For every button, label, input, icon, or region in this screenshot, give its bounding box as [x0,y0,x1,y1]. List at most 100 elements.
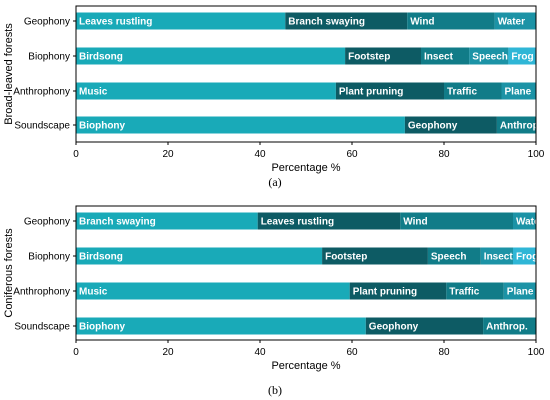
bar-segment [76,317,366,335]
bar-segment [404,116,497,134]
x-tick-label: 20 [162,347,174,358]
bar-segment [469,47,509,65]
x-tick-label: 80 [438,347,450,358]
segment-label: Traffic [447,87,477,98]
bar-segment [444,82,502,100]
x-tick-label: 100 [528,149,545,160]
bar-segment [513,212,536,230]
y-tick-label: Anthrophony [13,87,70,98]
segment-label: Geophony [408,121,458,132]
plot-frame [75,205,537,341]
bar-segment [365,317,484,335]
segment-label: Leaves rustling [79,17,152,28]
bar-segment [76,212,258,230]
bar-row: Music Plant pruning Traffic Plane [76,282,536,300]
segment-label: Geophony [369,322,419,333]
y-axis-label: Coniferous forests [3,228,15,318]
bar-segment [400,212,513,230]
bar-segment [76,47,346,65]
x-tick-label: 100 [528,347,545,358]
bar-segment [76,116,405,134]
y-tick-label: Biophony [28,252,70,263]
segment-label: Speech [472,52,508,63]
bar-segment [501,82,536,100]
segment-label: Traffic [449,287,479,298]
panel-caption: (b) [268,383,282,397]
segment-label: Leaves rustling [261,217,334,228]
bar-segment [76,282,350,300]
x-tick-label: 40 [254,347,266,358]
segment-label: Insect [484,252,514,263]
bar-row: Biophony Geophony Anthrop. [76,116,542,134]
bar-row: Leaves rustling Branch swaying Wind Water [76,12,536,30]
segment-label: Water [498,17,526,28]
bar-segment [513,247,536,265]
segment-label: Birdsong [79,252,123,263]
segment-label: Plant pruning [339,87,403,98]
bar-segment [76,247,323,265]
bar-row: Birdsong Footstep Speech Insect Frog [76,247,538,265]
segment-label: Plane [507,287,534,298]
y-tick-label: Soundscape [14,121,70,132]
y-tick-label: Geophony [24,17,70,28]
segment-label: Water [516,217,544,228]
y-tick-label: Biophony [28,52,70,63]
bar-segment [76,82,336,100]
bar-segment [494,12,536,30]
bar-row: Biophony Geophony Anthrop. [76,317,536,335]
segment-label: Branch swaying [288,17,365,28]
y-tick-label: Soundscape [14,322,70,333]
bar-segment [427,247,481,265]
segment-label: Footstep [348,52,390,63]
segment-label: Wind [403,217,427,228]
bar-segment [483,317,536,335]
bar-segment [257,212,401,230]
x-tick-label: 80 [438,149,450,160]
bar-segment [480,247,513,265]
chart-panel-1: Leaves rustling Branch swaying Wind Water Ge… [3,5,545,189]
bar-segment [407,12,495,30]
segment-label: Plant pruning [353,287,417,298]
x-tick-label: 0 [73,149,79,160]
bar-segment [285,12,408,30]
bar-segment [496,116,536,134]
segment-label: Frog [511,52,533,63]
x-axis-label: Percentage % [271,360,340,372]
bar-row: Birdsong Footstep Insect Speech Frog [76,47,536,65]
bar-segment [446,282,504,300]
segment-label: Music [79,87,108,98]
x-tick-label: 60 [346,149,358,160]
bar-segment [345,47,421,65]
y-tick-label: Geophony [24,217,70,228]
bar-segment [421,47,470,65]
x-tick-label: 40 [254,149,266,160]
x-tick-label: 60 [346,347,358,358]
segment-label: Biophony [79,322,126,333]
panel-caption: (a) [268,175,281,189]
x-axis-label: Percentage % [271,162,340,174]
segment-label: Biophony [79,121,126,132]
bar-segment [322,247,428,265]
segment-label: Birdsong [79,52,123,63]
segment-label: Plane [505,87,532,98]
bar-segment [349,282,447,300]
segment-label: Branch swaying [79,217,156,228]
x-tick-label: 0 [73,347,79,358]
y-tick-label: Anthrophony [13,287,70,298]
segment-label: Insect [424,52,454,63]
bar-segment [76,12,286,30]
y-axis-label: Broad-leaved forests [3,23,15,125]
segment-label: Anthrop. [500,121,542,132]
chart-panel-2: Branch swaying Leaves rustling Wind Water Ge… [3,205,545,397]
segment-label: Frog [516,252,538,263]
segment-label: Music [79,287,108,298]
segment-label: Speech [431,252,467,263]
segment-label: Anthrop. [486,322,528,333]
bar-segment [335,82,444,100]
bar-segment [503,282,536,300]
plot-frame [75,5,537,143]
segment-label: Wind [410,17,434,28]
x-tick-label: 20 [162,149,174,160]
bar-row: Music Plant pruning Traffic Plane [76,82,536,100]
